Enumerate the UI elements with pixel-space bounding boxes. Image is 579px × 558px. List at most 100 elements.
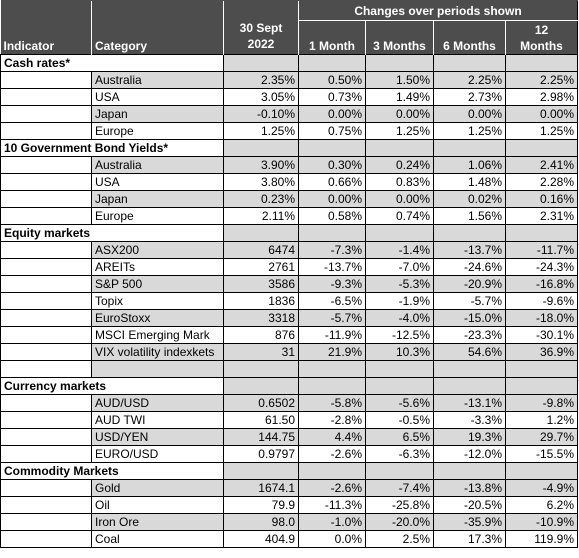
section-spacer-cell bbox=[298, 224, 366, 242]
value-cell-m12: -15.5% bbox=[505, 445, 578, 463]
section-spacer-cell bbox=[223, 54, 299, 72]
category-cell: Oil bbox=[91, 496, 224, 514]
value-cell-m6: 0.00% bbox=[433, 105, 506, 123]
value-cell-m6: 2.25% bbox=[433, 71, 506, 89]
value-cell-m6: -13.1% bbox=[433, 394, 506, 412]
value-cell-m12: -24.3% bbox=[505, 258, 578, 276]
category-cell: USA bbox=[91, 173, 224, 191]
category-cell: Japan bbox=[91, 190, 224, 208]
value-cell-m6: -20.9% bbox=[433, 275, 506, 293]
section-spacer-cell bbox=[298, 462, 366, 480]
value-cell-level: 31 bbox=[223, 343, 299, 361]
value-cell-m6: 1.48% bbox=[433, 173, 506, 191]
indicator-cell bbox=[0, 122, 92, 140]
indicator-cell bbox=[0, 275, 92, 293]
indicator-cell bbox=[0, 241, 92, 259]
value-cell-m1: 0.58% bbox=[298, 207, 366, 225]
value-cell-level: 1674.1 bbox=[223, 479, 299, 497]
value-cell-m1: -6.5% bbox=[298, 292, 366, 310]
category-cell: USA bbox=[91, 88, 224, 106]
value-cell-m1: 0.30% bbox=[298, 156, 366, 174]
indicator-cell bbox=[0, 428, 92, 446]
value-cell-m1: -11.3% bbox=[298, 496, 366, 514]
indicator-cell bbox=[0, 173, 92, 191]
value-cell-m12: 1.2% bbox=[505, 411, 578, 429]
value-cell-level: 2.35% bbox=[223, 71, 299, 89]
category-cell: AUD TWI bbox=[91, 411, 224, 429]
value-cell-m6: -35.9% bbox=[433, 513, 506, 531]
value-cell-level: 3.05% bbox=[223, 88, 299, 106]
table-row: ASX200 6474 -7.3% -1.4% -13.7% -11.7% bbox=[0, 241, 578, 259]
section-spacer-cell bbox=[505, 377, 578, 395]
header-12-months: 12 Months bbox=[505, 20, 578, 55]
category-cell: Australia bbox=[91, 71, 224, 89]
table-row: Japan 0.23% 0.00% 0.00% 0.02% 0.16% bbox=[0, 190, 578, 208]
value-cell-level: -0.10% bbox=[223, 105, 299, 123]
value-cell-m1: -2.6% bbox=[298, 479, 366, 497]
spacer-cell bbox=[298, 360, 366, 378]
table-row: EuroStoxx 3318 -5.7% -4.0% -15.0% -18.0% bbox=[0, 309, 578, 327]
value-cell-m3: 1.25% bbox=[365, 122, 434, 140]
indicator-cell bbox=[0, 326, 92, 344]
indicator-cell bbox=[0, 479, 92, 497]
value-cell-level: 3.80% bbox=[223, 173, 299, 191]
category-cell: Gold bbox=[91, 479, 224, 497]
table-row: Australia 3.90% 0.30% 0.24% 1.06% 2.41% bbox=[0, 156, 578, 174]
spacer-cell bbox=[0, 360, 92, 378]
header-12-months-line1: 12 bbox=[534, 23, 549, 37]
category-cell: USD/YEN bbox=[91, 428, 224, 446]
section-spacer-cell bbox=[365, 377, 434, 395]
spacer-cell bbox=[433, 360, 506, 378]
value-cell-level: 0.6502 bbox=[223, 394, 299, 412]
value-cell-m1: -5.8% bbox=[298, 394, 366, 412]
value-cell-m12: -10.9% bbox=[505, 513, 578, 531]
value-cell-m3: 2.5% bbox=[365, 530, 434, 548]
section-spacer-cell bbox=[365, 224, 434, 242]
value-cell-m1: -2.6% bbox=[298, 445, 366, 463]
table-row: USD/YEN 144.75 4.4% 6.5% 19.3% 29.7% bbox=[0, 428, 578, 446]
category-cell: Europe bbox=[91, 207, 224, 225]
category-cell: ASX200 bbox=[91, 241, 224, 259]
value-cell-m12: 0.00% bbox=[505, 105, 578, 123]
value-cell-m6: 0.02% bbox=[433, 190, 506, 208]
section-spacer-cell bbox=[433, 377, 506, 395]
value-cell-m12: 119.9% bbox=[505, 530, 578, 548]
value-cell-m3: -5.6% bbox=[365, 394, 434, 412]
value-cell-m3: -7.0% bbox=[365, 258, 434, 276]
value-cell-m12: 0.16% bbox=[505, 190, 578, 208]
section-spacer-cell bbox=[433, 462, 506, 480]
category-cell: AUD/USD bbox=[91, 394, 224, 412]
header-changes: Changes over periods shown bbox=[298, 0, 578, 21]
indicator-cell bbox=[0, 530, 92, 548]
value-cell-level: 2.11% bbox=[223, 207, 299, 225]
indicator-cell bbox=[0, 394, 92, 412]
value-cell-m6: -24.6% bbox=[433, 258, 506, 276]
value-cell-level: 1836 bbox=[223, 292, 299, 310]
section-spacer-cell bbox=[505, 224, 578, 242]
header-6-months: 6 Months bbox=[433, 20, 506, 55]
value-cell-m6: -15.0% bbox=[433, 309, 506, 327]
spacer-cell bbox=[91, 360, 224, 378]
header-12-months-line2: Months bbox=[520, 39, 563, 53]
section-title: Equity markets bbox=[0, 224, 224, 242]
value-cell-m1: 0.00% bbox=[298, 190, 366, 208]
header-category: Category bbox=[91, 20, 224, 55]
table-row: Topix 1836 -6.5% -1.9% -5.7% -9.6% bbox=[0, 292, 578, 310]
section-title: 10 Government Bond Yields* bbox=[0, 139, 224, 157]
category-cell: S&P 500 bbox=[91, 275, 224, 293]
value-cell-m3: -0.5% bbox=[365, 411, 434, 429]
table-row: Gold 1674.1 -2.6% -7.4% -13.8% -4.9% bbox=[0, 479, 578, 497]
header-spacer bbox=[91, 0, 224, 21]
header-indicator: Indicator bbox=[0, 20, 92, 55]
section-header-row: Equity markets bbox=[0, 224, 578, 242]
value-cell-level: 3586 bbox=[223, 275, 299, 293]
spacer-cell bbox=[223, 360, 299, 378]
value-cell-m6: 1.06% bbox=[433, 156, 506, 174]
value-cell-m1: -9.3% bbox=[298, 275, 366, 293]
table-row: Iron Ore 98.0 -1.0% -20.0% -35.9% -10.9% bbox=[0, 513, 578, 531]
header-1-month: 1 Month bbox=[298, 20, 366, 55]
spacer-cell bbox=[365, 360, 434, 378]
value-cell-m6: 2.73% bbox=[433, 88, 506, 106]
value-cell-m1: 0.66% bbox=[298, 173, 366, 191]
value-cell-m12: -18.0% bbox=[505, 309, 578, 327]
